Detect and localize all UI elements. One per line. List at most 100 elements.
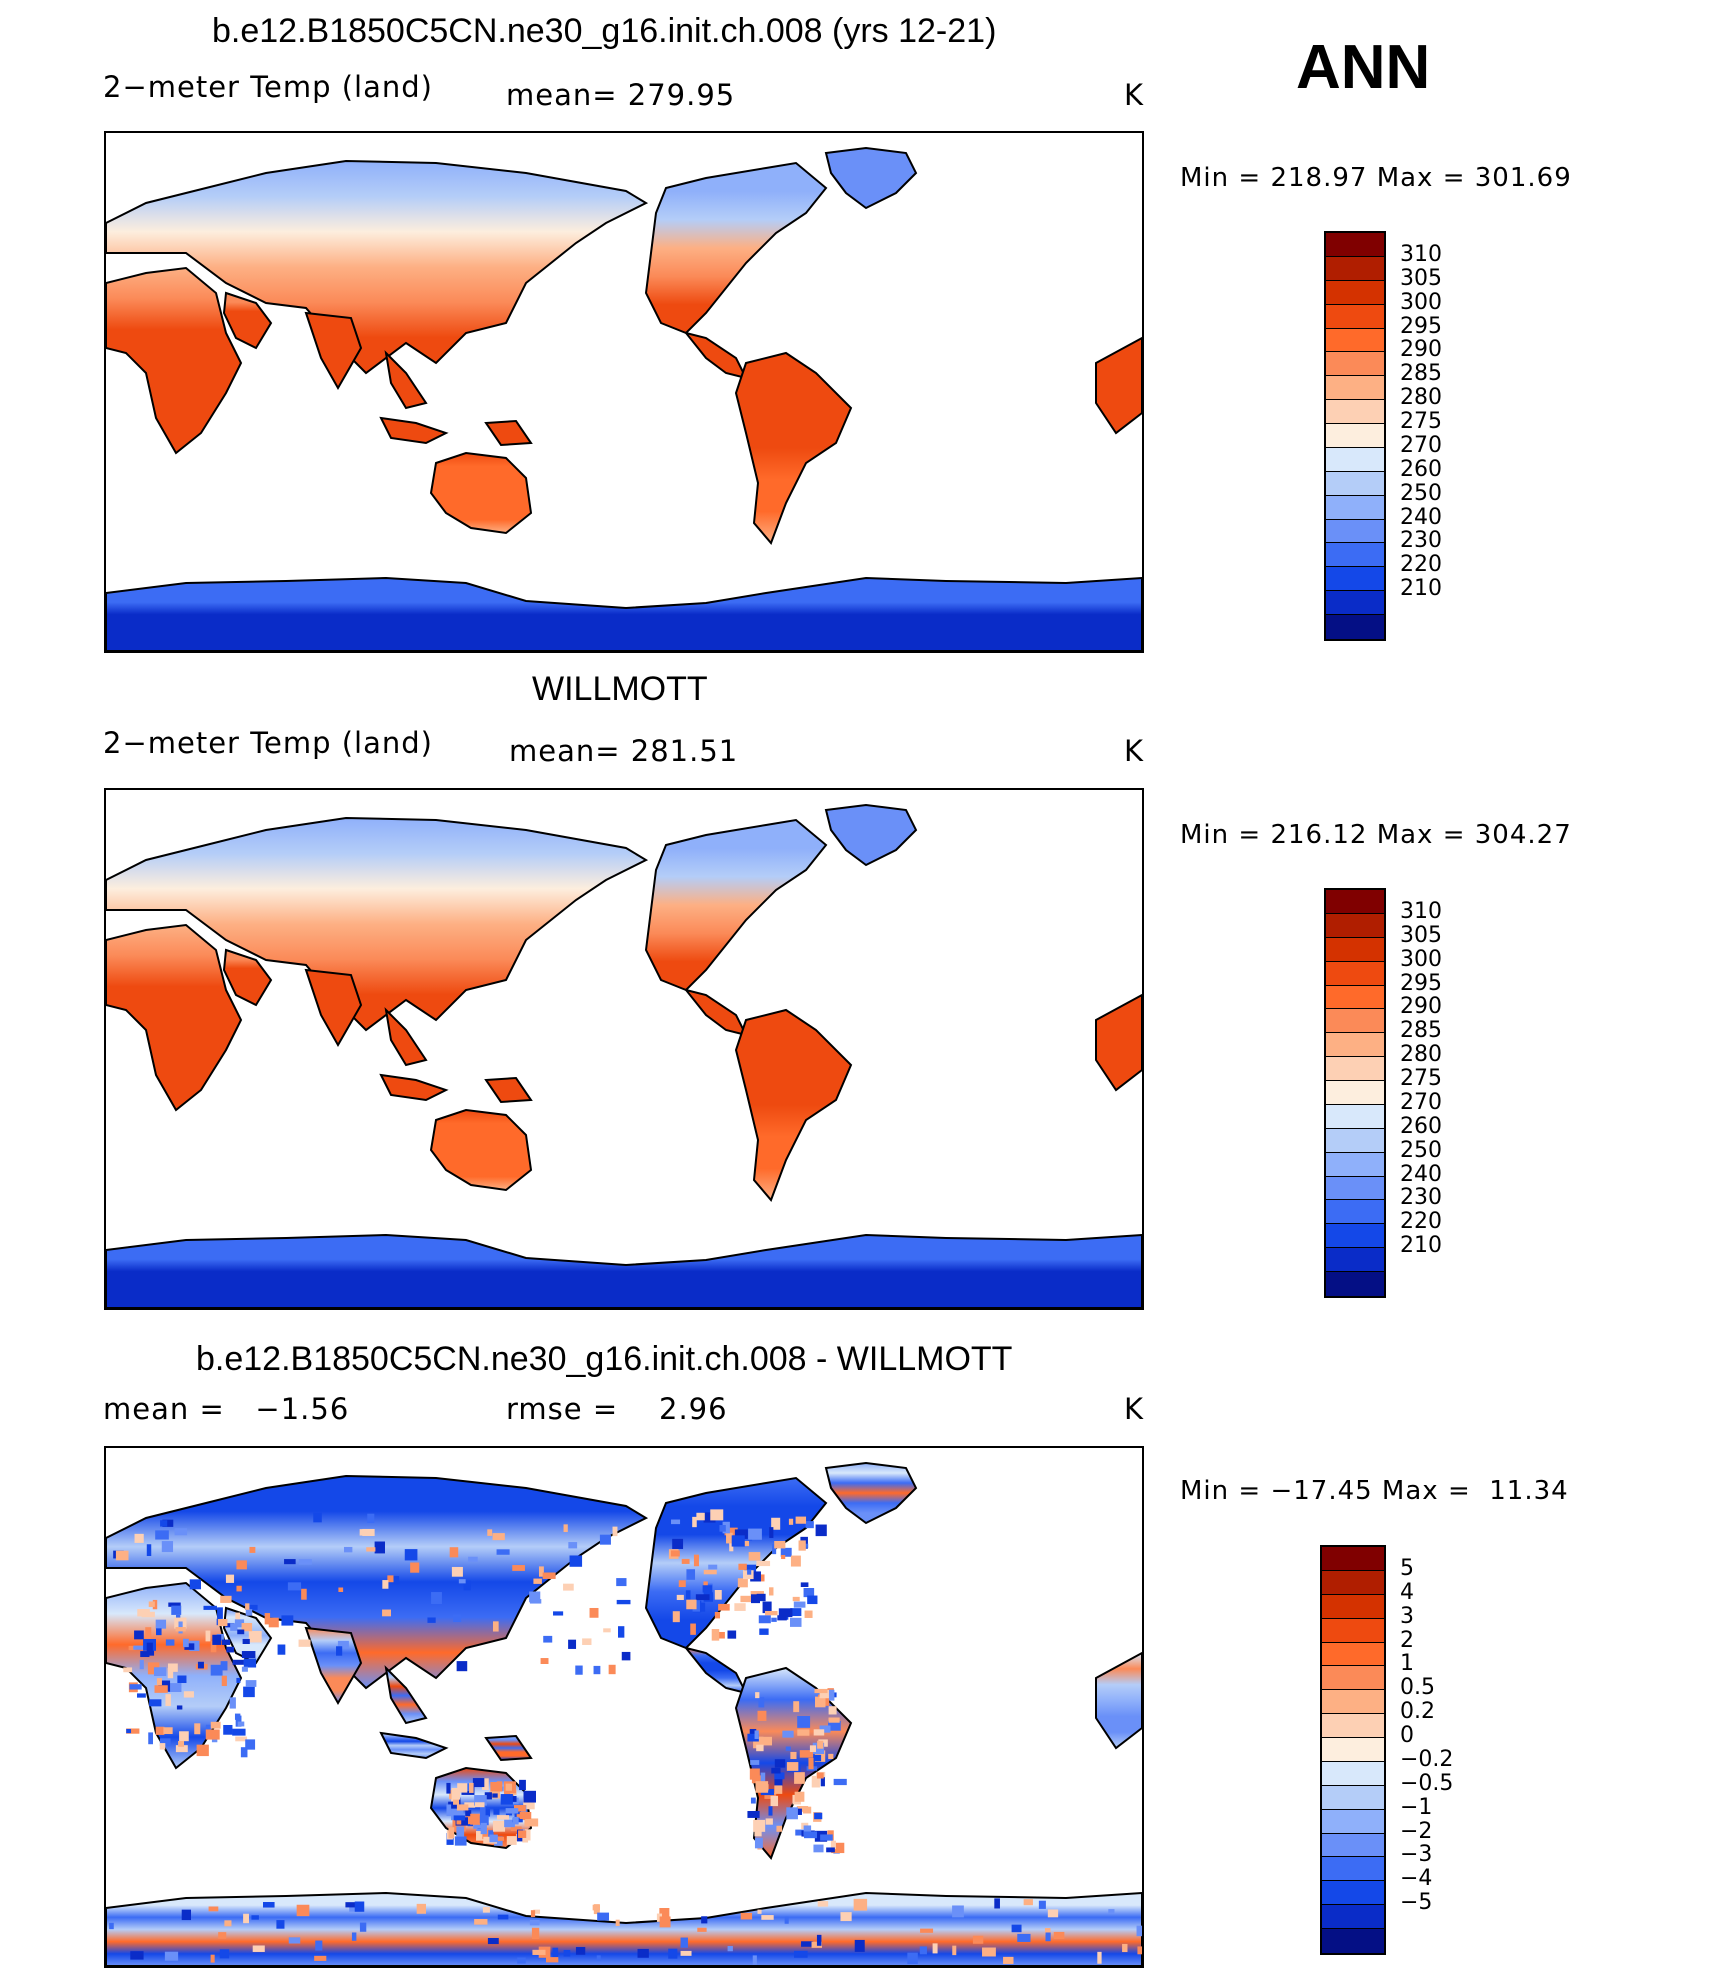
colorbar-swatch: [1322, 1690, 1384, 1715]
colorbar-swatch: [1326, 1272, 1384, 1296]
colorbar-tick-label: 290: [1400, 994, 1442, 1020]
panel-1-variable-label: 2−meter Temp (land): [103, 70, 433, 104]
colorbar-tick-label: −1: [1400, 1794, 1433, 1820]
landmass-samerica: [734, 351, 853, 545]
colorbar-swatch: [1322, 1642, 1384, 1667]
panel-2-mean-label: mean= 281.51: [509, 734, 739, 768]
panel-1-map: [104, 131, 1144, 653]
landmass-namerica: [644, 818, 828, 992]
colorbar-tick-label: 300: [1400, 946, 1442, 972]
landmass-greenland: [824, 146, 918, 210]
landmass-eurasia: [106, 816, 649, 1032]
colorbar-tick-label: 295: [1400, 313, 1442, 339]
colorbar-swatch: [1326, 913, 1384, 938]
colorbar-swatch: [1326, 1176, 1384, 1201]
map-canvas: [106, 146, 1142, 651]
landmass-antarctic: [106, 1891, 1142, 1966]
colorbar-swatch: [1322, 1594, 1384, 1619]
landmass-newguinea: [484, 1076, 533, 1104]
landmass-india: [304, 311, 363, 391]
colorbar-swatch: [1326, 543, 1384, 568]
colorbar-swatch: [1326, 280, 1384, 305]
colorbar-tick-label: 280: [1400, 1042, 1442, 1068]
colorbar-tick-label: 275: [1400, 1066, 1442, 1092]
colorbar-swatch: [1326, 424, 1384, 448]
landmass-camerica: [683, 1646, 748, 1695]
panel-1-colorbar: [1324, 231, 1386, 641]
panel-2-title: WILLMOTT: [532, 670, 708, 708]
colorbar-tick-label: 0.2: [1400, 1699, 1435, 1725]
landmass-westafrica: [1095, 993, 1142, 1092]
landmass-indonesia: [379, 1731, 449, 1760]
landmass-indonesia: [379, 416, 449, 445]
panel-2-colorbar: [1324, 888, 1386, 1298]
colorbar-swatch: [1326, 328, 1384, 353]
panel-2-map: [104, 788, 1144, 1310]
colorbar-swatch: [1326, 1152, 1384, 1177]
colorbar-tick-label: 5: [1400, 1555, 1414, 1581]
panel-3-mean-label: mean = −1.56: [103, 1392, 350, 1426]
colorbar-swatch: [1322, 1738, 1384, 1762]
colorbar-tick-label: 310: [1400, 241, 1442, 267]
colorbar-swatch: [1322, 1714, 1384, 1738]
landmass-camerica: [683, 988, 748, 1037]
landmass-greenland: [824, 1461, 918, 1525]
colorbar-tick-label: 230: [1400, 1185, 1442, 1211]
colorbar-tick-label: 270: [1400, 1089, 1442, 1115]
colorbar-swatch: [1326, 233, 1384, 257]
colorbar-swatch: [1326, 471, 1384, 496]
panel-3-map: [104, 1446, 1144, 1968]
panel-1-title: b.e12.B1850C5CN.ne30_g16.init.ch.008 (yr…: [212, 12, 997, 50]
landmass-seasia: [384, 1007, 428, 1067]
colorbar-swatch: [1326, 400, 1384, 424]
colorbar-tick-label: 230: [1400, 528, 1442, 554]
colorbar-tick-label: −4: [1400, 1866, 1433, 1892]
colorbar-tick-label: 240: [1400, 1161, 1442, 1187]
landmass-antarctic: [106, 1233, 1142, 1308]
panel-3-colorbar: [1320, 1545, 1386, 1955]
colorbar-swatch: [1322, 1929, 1384, 1953]
landmass-australia: [429, 451, 533, 535]
colorbar-swatch: [1322, 1666, 1384, 1691]
colorbar-tick-label: 290: [1400, 337, 1442, 363]
colorbar-tick-label: 250: [1400, 480, 1442, 506]
landmass-india: [304, 1626, 363, 1706]
colorbar-tick-label: −3: [1400, 1842, 1433, 1868]
colorbar-tick-label: 310: [1400, 898, 1442, 924]
panel-3-title: b.e12.B1850C5CN.ne30_g16.init.ch.008 - W…: [196, 1340, 1013, 1378]
colorbar-swatch: [1326, 1104, 1384, 1129]
map-canvas: [106, 803, 1142, 1308]
colorbar-swatch: [1326, 1248, 1384, 1272]
panel-1-units-label: K: [1124, 78, 1145, 112]
colorbar-tick-label: 305: [1400, 922, 1442, 948]
colorbar-swatch: [1326, 985, 1384, 1010]
colorbar-swatch: [1326, 352, 1384, 377]
colorbar-swatch: [1326, 1033, 1384, 1058]
landmass-eurasia: [106, 159, 649, 375]
colorbar-tick-label: −0.2: [1400, 1746, 1454, 1772]
panel-1-mean-label: mean= 279.95: [506, 78, 736, 112]
landmass-eurasia: [106, 1474, 649, 1690]
colorbar-tick-label: 2: [1400, 1627, 1414, 1653]
colorbar-tick-label: −5: [1400, 1890, 1433, 1916]
panel-3-rmse-label: rmse = 2.96: [506, 1392, 728, 1426]
colorbar-tick-label: 275: [1400, 409, 1442, 435]
landmass-seasia: [384, 1665, 428, 1725]
colorbar-tick-label: 260: [1400, 456, 1442, 482]
difference-texture: [109, 1509, 1142, 1965]
colorbar-swatch: [1326, 376, 1384, 401]
colorbar-swatch: [1322, 1809, 1384, 1834]
season-label: ANN: [1296, 33, 1431, 102]
colorbar-tick-label: 280: [1400, 385, 1442, 411]
colorbar-tick-label: 305: [1400, 265, 1442, 291]
colorbar-swatch: [1322, 1881, 1384, 1906]
landmass-namerica: [644, 161, 828, 335]
landmass-samerica: [734, 1008, 853, 1202]
colorbar-tick-label: 0.5: [1400, 1675, 1435, 1701]
landmass-westafrica: [1095, 1651, 1142, 1750]
landmass-australia: [429, 1108, 533, 1192]
colorbar-tick-label: 220: [1400, 1209, 1442, 1235]
colorbar-swatch: [1322, 1570, 1384, 1595]
colorbar-swatch: [1326, 961, 1384, 986]
panel-3-minmax: Min = −17.45 Max = 11.34: [1180, 1476, 1569, 1506]
